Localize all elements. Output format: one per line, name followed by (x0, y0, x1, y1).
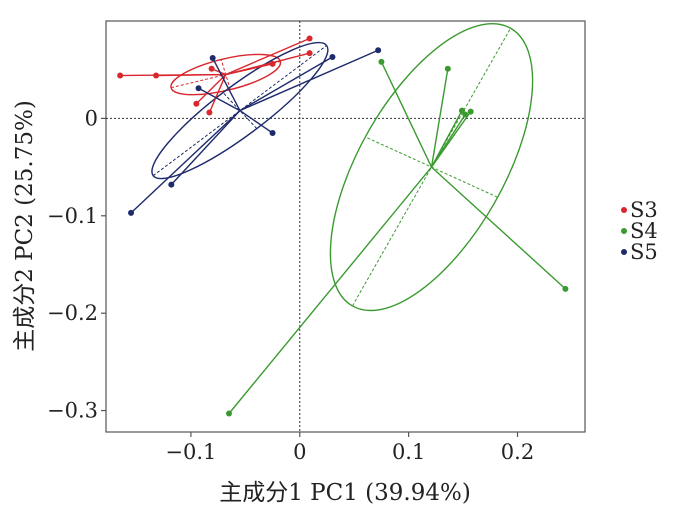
y-axis-title: 主成分2 PC2 (25.75%) (12, 100, 38, 352)
spoke-s3-4 (195, 74, 227, 105)
point-s4-6 (562, 285, 569, 292)
spoke-s4-1 (380, 61, 433, 168)
legend-item-s3: S3 (621, 198, 658, 222)
spoke-s5-2 (170, 110, 241, 186)
spoke-s4-6 (431, 166, 566, 290)
x-axis-title: 主成分1 PC1 (39.94%) (219, 480, 471, 506)
spoke-s5-7 (239, 49, 379, 112)
spoke-s5-1 (130, 110, 241, 214)
data-points (117, 35, 569, 417)
y-tick-label: 0 (85, 106, 98, 130)
legend-marker-s3 (621, 207, 627, 213)
point-s5-7 (375, 47, 382, 54)
point-s3-6 (269, 60, 276, 67)
point-s3-4 (193, 100, 200, 107)
point-s5-6 (329, 54, 336, 61)
legend-marker-s4 (621, 228, 627, 234)
point-s5-5 (269, 130, 276, 137)
x-tick-label: 0.1 (392, 440, 425, 464)
spoke-s5-4 (212, 57, 241, 111)
legend-label-s5: S5 (630, 240, 658, 264)
point-s4-7 (226, 410, 233, 417)
point-s4-5 (467, 108, 474, 115)
point-s3-1 (117, 72, 124, 79)
reference-lines (106, 21, 585, 432)
spoke-s4-2 (430, 68, 449, 168)
point-s4-1 (378, 58, 385, 65)
legend-label-s3: S3 (630, 198, 658, 222)
point-s3-3 (208, 65, 215, 72)
y-tick-label: −0.2 (47, 301, 98, 325)
ellipse-major-axis-s4 (351, 27, 512, 307)
plot-frame (105, 20, 586, 433)
spoke-s3-2 (156, 73, 226, 77)
ellipse-s4 (329, 22, 534, 312)
legend-label-s4: S4 (630, 219, 658, 243)
x-axis-ticks: −0.1 0 0.1 0.2 (165, 432, 534, 464)
ellipse-major-axis-s5 (152, 45, 327, 177)
point-s3-2 (153, 72, 160, 79)
point-s5-2 (168, 181, 175, 188)
point-s4-2 (444, 65, 451, 72)
x-tick-label: −0.1 (165, 440, 216, 464)
point-s3-5 (206, 109, 213, 116)
point-s4-4 (462, 111, 469, 118)
spoke-s4-5 (430, 111, 472, 168)
point-s5-4 (209, 55, 216, 62)
spoke-s4-3 (430, 110, 463, 168)
y-tick-label: −0.1 (47, 204, 98, 228)
point-s3-7 (306, 50, 313, 57)
x-tick-label: 0 (293, 440, 306, 464)
x-tick-label: 0.2 (501, 440, 534, 464)
legend-marker-s5 (621, 249, 627, 255)
spoke-s3-5 (208, 74, 227, 113)
y-axis-ticks: −0.3 −0.2 −0.1 0 (47, 106, 106, 423)
point-s3-8 (306, 35, 313, 42)
spoke-s5-6 (239, 56, 333, 112)
point-s5-3 (195, 85, 202, 92)
spoke-s5-3 (198, 87, 241, 112)
point-s5-1 (128, 209, 135, 216)
centroid-spokes (120, 37, 566, 414)
spoke-s5-5 (239, 110, 273, 134)
spoke-s3-8 (225, 37, 310, 76)
spoke-s3-7 (225, 52, 310, 76)
spoke-s4-7 (228, 166, 433, 414)
ellipse-minor-axis-s5 (222, 92, 258, 129)
legend-item-s5: S5 (621, 240, 658, 264)
y-tick-label: −0.3 (47, 399, 98, 423)
confidence-ellipses (151, 22, 534, 312)
legend-item-s4: S4 (621, 219, 658, 243)
